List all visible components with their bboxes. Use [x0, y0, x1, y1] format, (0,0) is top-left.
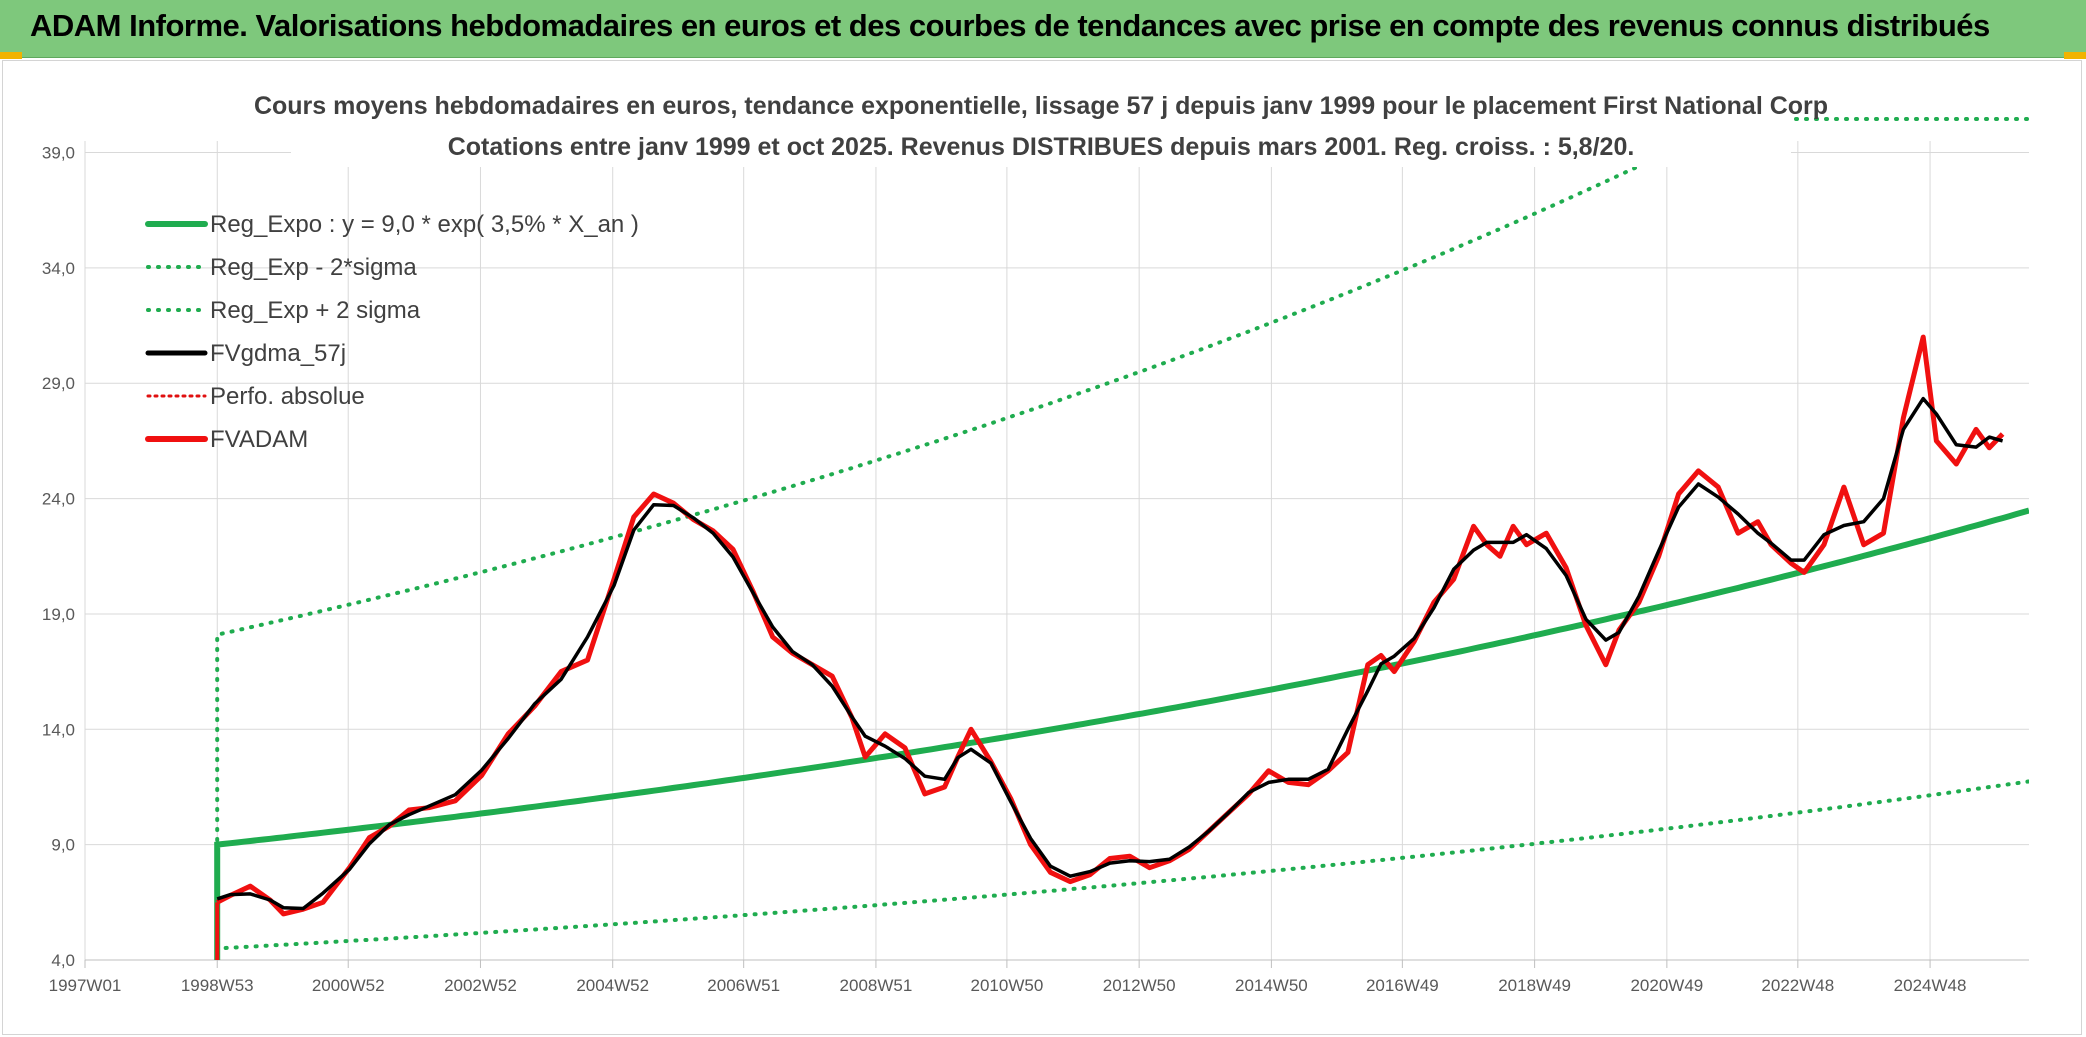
x-tick-label: 2022W48 [1761, 976, 1834, 995]
legend-perfo-absolue-label: Perfo. absolue [210, 383, 365, 410]
x-tick-label: 2018W49 [1498, 976, 1571, 995]
reg-exp-minus-2-sigma-line [215, 779, 2029, 960]
y-tick-label: 14,0 [42, 720, 75, 739]
reg-expo-line [214, 507, 2029, 960]
y-tick-label: 34,0 [42, 259, 75, 278]
chart-subtitle: Cotations entre janv 1999 et oct 2025. R… [448, 133, 1635, 161]
x-tick-label: 2004W52 [576, 976, 649, 995]
chart-title-backdrop [291, 71, 1791, 167]
x-tick-label: 1997W01 [49, 976, 122, 995]
x-axis-ticks: 1997W01 1998W53 2000W52 2002W52 2004W52 2006W… [49, 959, 2029, 995]
y-axis-ticks: 4,0 9,0 14,0 19,0 24,0 29,0 34,0 39,0 [42, 144, 75, 970]
legend: Reg_Expo : y = 9,0 * exp( 3,5% * X_an ) R… [145, 211, 639, 453]
y-tick-label: 9,0 [51, 836, 75, 855]
y-tick-label: 24,0 [42, 490, 75, 509]
y-tick-label: 39,0 [42, 144, 75, 163]
y-tick-label: 29,0 [42, 374, 75, 393]
x-tick-label: 2014W50 [1235, 976, 1308, 995]
banner-corner-left [0, 52, 22, 59]
legend-fvadam-label: FVADAM [210, 426, 308, 453]
x-tick-label: 2016W49 [1366, 976, 1439, 995]
x-tick-label: 2000W52 [312, 976, 385, 995]
y-tick-label: 4,0 [51, 951, 75, 970]
x-tick-label: 2010W50 [971, 976, 1044, 995]
grid-lines [84, 141, 2029, 961]
legend-reg-exp-minus-label: Reg_Exp - 2*sigma [210, 254, 417, 281]
series-layer [214, 117, 2031, 960]
chart-title: Cours moyens hebdomadaires en euros, ten… [254, 92, 1828, 120]
legend-reg-exp-plus-label: Reg_Exp + 2 sigma [210, 297, 421, 324]
reg-exp-plus-2-sigma-line [215, 131, 1717, 960]
x-tick-label: 2008W51 [840, 976, 913, 995]
legend-reg-expo-label: Reg_Expo : y = 9,0 * exp( 3,5% * X_an ) [210, 211, 639, 238]
x-tick-label: 2020W49 [1630, 976, 1703, 995]
x-tick-label: 2012W50 [1103, 976, 1176, 995]
report-title: ADAM Informe. Valorisations hebdomadaire… [30, 8, 1990, 43]
x-tick-label: 2006W51 [707, 976, 780, 995]
report-banner: ADAM Informe. Valorisations hebdomadaire… [0, 0, 2086, 58]
chart-area: 4,0 9,0 14,0 19,0 24,0 29,0 34,0 39,0 1997W01 19… [2, 60, 2082, 1035]
y-tick-label: 19,0 [42, 605, 75, 624]
x-tick-label: 2002W52 [444, 976, 517, 995]
fvgdma-57j-line [216, 396, 2004, 911]
fvadam-line [216, 334, 2005, 917]
x-tick-label: 2024W48 [1894, 976, 1967, 995]
legend-fvgdma-label: FVgdma_57j [210, 340, 346, 367]
banner-corner-right [2064, 52, 2086, 59]
x-tick-label: 1998W53 [181, 976, 254, 995]
line-chart: 4,09,014,019,024,029,034,039,0 1997W01 19… [42, 71, 2031, 995]
